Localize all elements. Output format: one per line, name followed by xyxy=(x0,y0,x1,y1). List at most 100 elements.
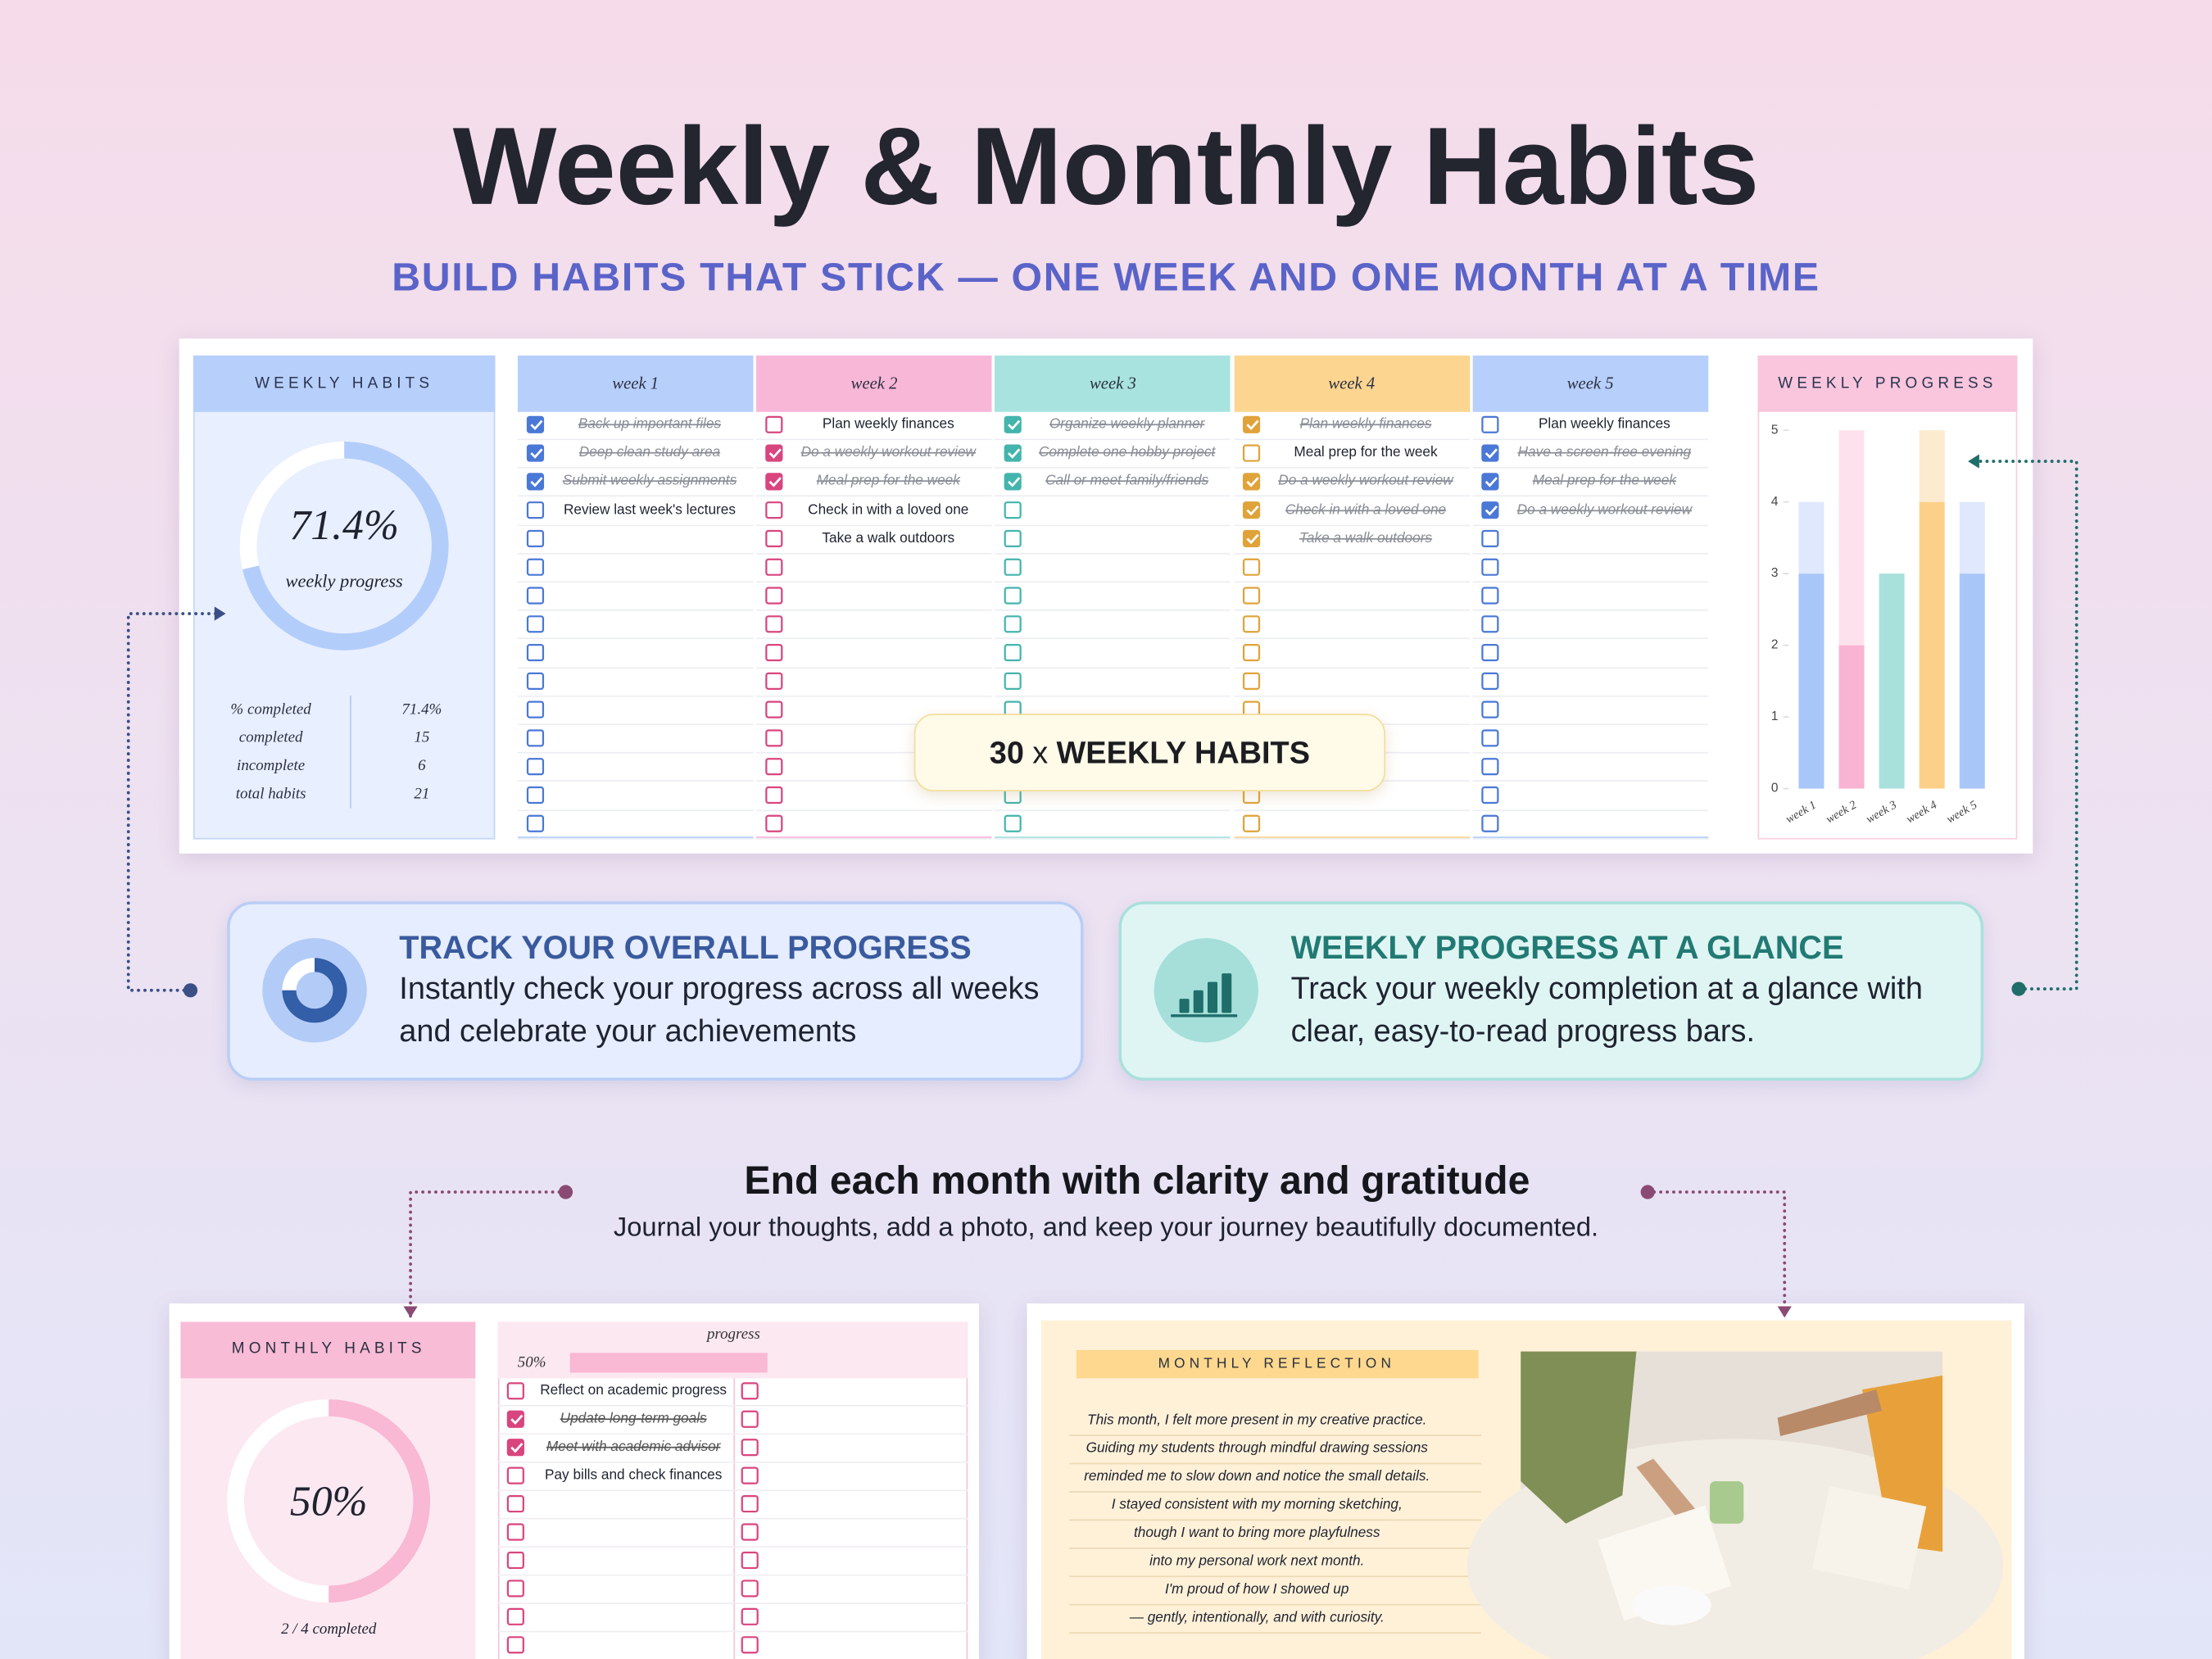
checkbox[interactable] xyxy=(506,1580,524,1598)
checkbox[interactable] xyxy=(1242,672,1261,690)
checkbox[interactable] xyxy=(526,814,545,832)
checkbox[interactable] xyxy=(1004,501,1022,519)
checkbox[interactable] xyxy=(1004,415,1022,433)
checkbox[interactable] xyxy=(741,1523,759,1541)
monthly-ring-percent: 50% xyxy=(289,1478,368,1525)
checkbox[interactable] xyxy=(526,643,545,662)
checkbox[interactable] xyxy=(526,672,545,690)
checkbox[interactable] xyxy=(1242,558,1261,576)
checkbox[interactable] xyxy=(1481,615,1499,633)
reflection-rule xyxy=(1069,1435,1482,1436)
checkbox[interactable] xyxy=(526,729,545,747)
checkbox[interactable] xyxy=(765,444,783,462)
task-text: Have a screen-free evening xyxy=(1517,445,1692,461)
checkbox[interactable] xyxy=(1004,444,1022,462)
checkbox[interactable] xyxy=(526,700,545,718)
checkbox[interactable] xyxy=(1242,643,1261,662)
row-line xyxy=(1472,809,1708,811)
checkbox[interactable] xyxy=(1481,501,1499,519)
checkbox[interactable] xyxy=(1242,444,1261,462)
connector-arrow xyxy=(1777,1306,1792,1318)
checkbox[interactable] xyxy=(1242,615,1261,633)
checkbox[interactable] xyxy=(1481,672,1499,690)
checkbox[interactable] xyxy=(1004,643,1022,662)
checkbox[interactable] xyxy=(741,1580,759,1598)
checkbox[interactable] xyxy=(1481,814,1499,832)
y-tick-label: 1 xyxy=(1771,709,1779,723)
checkbox[interactable] xyxy=(526,587,545,605)
checkbox[interactable] xyxy=(1481,758,1499,776)
checkbox[interactable] xyxy=(1481,558,1499,576)
checkbox[interactable] xyxy=(1481,729,1499,747)
checkbox[interactable] xyxy=(765,758,783,776)
checkbox[interactable] xyxy=(741,1607,759,1625)
checkbox[interactable] xyxy=(765,672,783,690)
checkbox[interactable] xyxy=(1242,814,1261,832)
checkbox[interactable] xyxy=(506,1607,524,1625)
checkbox[interactable] xyxy=(1004,473,1022,491)
checkbox[interactable] xyxy=(741,1551,759,1570)
checkbox[interactable] xyxy=(526,444,545,462)
checkbox[interactable] xyxy=(1242,587,1261,605)
checkbox[interactable] xyxy=(765,814,783,832)
checkbox[interactable] xyxy=(765,501,783,519)
checkbox[interactable] xyxy=(1004,529,1022,548)
checkbox[interactable] xyxy=(506,1551,524,1570)
checkbox[interactable] xyxy=(741,1466,759,1484)
check-mark xyxy=(1246,505,1259,516)
checkbox[interactable] xyxy=(741,1382,759,1400)
checkbox[interactable] xyxy=(1004,587,1022,605)
checkbox[interactable] xyxy=(765,729,783,747)
checkbox[interactable] xyxy=(526,415,545,433)
monthly-intro-title: End each month with clarity and gratitud… xyxy=(744,1158,1530,1203)
checkbox[interactable] xyxy=(506,1410,524,1428)
checkbox[interactable] xyxy=(765,529,783,548)
row-line xyxy=(756,438,992,441)
checkbox[interactable] xyxy=(1481,643,1499,662)
checkbox[interactable] xyxy=(1481,444,1499,462)
checkbox[interactable] xyxy=(526,758,545,776)
x-tick-label: week 2 xyxy=(1824,799,1859,827)
checkbox[interactable] xyxy=(1004,615,1022,633)
checkbox[interactable] xyxy=(526,473,545,491)
checkbox[interactable] xyxy=(1004,558,1022,576)
checkbox[interactable] xyxy=(1242,415,1261,433)
checkbox[interactable] xyxy=(1481,786,1499,805)
checkbox[interactable] xyxy=(1242,501,1261,519)
checkbox[interactable] xyxy=(1004,814,1022,832)
row-line xyxy=(756,695,992,697)
checkbox[interactable] xyxy=(526,501,545,519)
checkbox[interactable] xyxy=(506,1466,524,1484)
checkbox[interactable] xyxy=(526,615,545,633)
checkbox[interactable] xyxy=(765,473,783,491)
checkbox[interactable] xyxy=(765,415,783,433)
checkbox[interactable] xyxy=(765,587,783,605)
checkbox[interactable] xyxy=(506,1523,524,1541)
checkbox[interactable] xyxy=(1481,587,1499,605)
checkbox[interactable] xyxy=(506,1382,524,1400)
checkbox[interactable] xyxy=(526,529,545,548)
checkbox[interactable] xyxy=(741,1410,759,1428)
checkbox[interactable] xyxy=(506,1636,524,1654)
checkbox[interactable] xyxy=(1481,415,1499,433)
checkbox[interactable] xyxy=(1242,529,1261,548)
checkbox[interactable] xyxy=(765,558,783,576)
checkbox[interactable] xyxy=(765,643,783,662)
checkbox[interactable] xyxy=(741,1439,759,1457)
checkbox[interactable] xyxy=(526,558,545,576)
checkbox[interactable] xyxy=(741,1494,759,1513)
checkbox[interactable] xyxy=(1481,700,1499,718)
checkbox[interactable] xyxy=(765,615,783,633)
checkbox[interactable] xyxy=(1481,529,1499,548)
row-line xyxy=(756,666,992,669)
checkbox[interactable] xyxy=(1242,473,1261,491)
checkbox[interactable] xyxy=(765,700,783,718)
checkbox[interactable] xyxy=(1004,672,1022,690)
checkbox[interactable] xyxy=(1481,473,1499,491)
checkbox[interactable] xyxy=(506,1494,524,1513)
task-text: Review last week's lectures xyxy=(563,502,736,519)
checkbox[interactable] xyxy=(741,1636,759,1654)
checkbox[interactable] xyxy=(526,786,545,805)
checkbox[interactable] xyxy=(765,786,783,805)
checkbox[interactable] xyxy=(506,1439,524,1457)
